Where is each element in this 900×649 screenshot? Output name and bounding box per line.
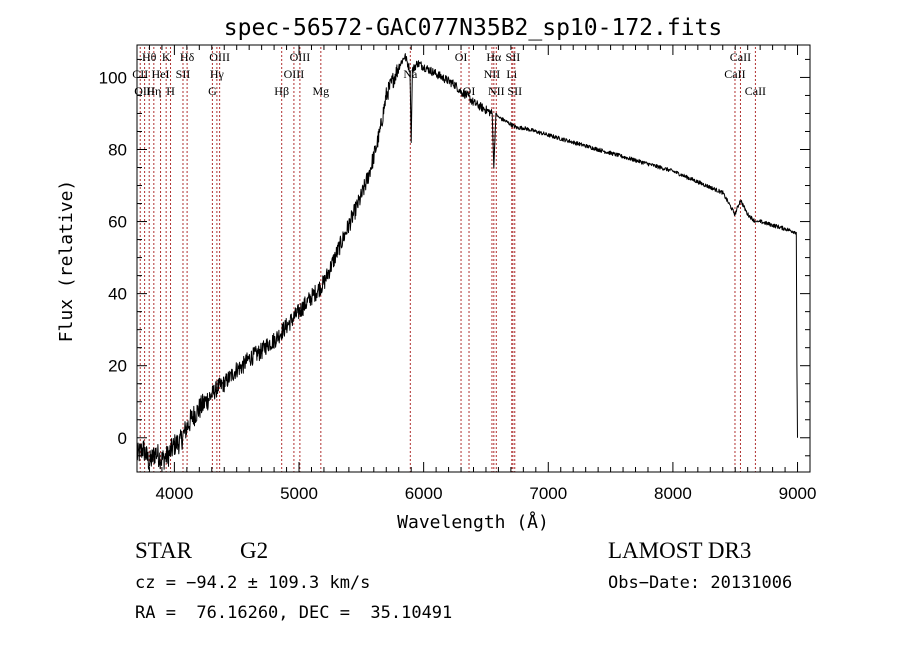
y-tick-label: 40	[108, 285, 127, 304]
line-marker-label: OIII	[290, 50, 311, 64]
y-axis-label: Flux (relative)	[56, 180, 77, 343]
line-marker-label: Hη	[146, 84, 161, 98]
line-marker-label: OI	[455, 50, 468, 64]
line-marker-label: G	[208, 84, 217, 98]
line-marker-label: CII	[132, 67, 148, 81]
line-marker-label: HeI	[152, 67, 170, 81]
line-marker-label: NII	[488, 84, 505, 98]
plot-frame	[136, 44, 811, 473]
line-marker-label: OIII	[284, 67, 305, 81]
line-marker-label: OIII	[209, 50, 230, 64]
line-marker-label: OIII	[134, 84, 155, 98]
y-tick-label: 60	[108, 213, 127, 232]
line-marker-label: NII	[484, 67, 501, 81]
y-axis-ticks: 0 20 40 60 80 100	[99, 58, 810, 457]
spectrum-line	[136, 53, 798, 470]
line-marker-label: K	[162, 50, 171, 64]
line-marker-label: SII	[506, 50, 521, 64]
sky-coordinates: RA = 76.16260, DEC = 35.10491	[135, 603, 453, 623]
line-marker-label: Hγ	[210, 67, 225, 81]
chart-title: spec-56572-GAC077N35B2_sp10-172.fits	[224, 15, 723, 41]
line-markers	[139, 47, 756, 472]
line-marker-label: CaII	[745, 84, 766, 98]
line-marker-label: SII	[507, 84, 522, 98]
object-type: STAR	[135, 538, 192, 563]
y-tick-label: 20	[108, 357, 127, 376]
x-tick-label: 6000	[405, 484, 443, 503]
x-tick-label: 8000	[654, 484, 692, 503]
line-marker-label: Hβ	[274, 84, 289, 98]
x-tick-label: 5000	[280, 484, 318, 503]
line-marker-label: Li	[506, 67, 517, 81]
line-marker-label: CaII	[724, 67, 745, 81]
y-tick-label: 80	[108, 140, 127, 159]
line-marker-label: Hδ	[180, 50, 195, 64]
line-marker-label: Hθ	[142, 50, 157, 64]
redshift-velocity: cz = −94.2 ± 109.3 km/s	[135, 573, 371, 593]
spectral-subclass: G2	[240, 538, 269, 563]
y-tick-label: 100	[99, 68, 127, 87]
survey-name: LAMOST DR3	[608, 538, 752, 563]
line-marker-label: CaII	[730, 50, 751, 64]
line-marker-label: SII	[176, 67, 191, 81]
x-tick-label: 4000	[155, 484, 193, 503]
x-tick-label: 9000	[779, 484, 817, 503]
x-tick-label: 7000	[529, 484, 567, 503]
x-axis-label: Wavelength (Å)	[397, 511, 549, 533]
observation-date: Obs−Date: 20131006	[608, 573, 793, 593]
line-marker-label: Mg	[312, 84, 329, 98]
y-tick-label: 0	[118, 429, 127, 448]
x-axis-ticks: 4000 5000 6000 7000 8000 9000	[136, 45, 817, 503]
line-marker-label: Hα	[486, 50, 502, 64]
line-marker-label: H	[166, 84, 175, 98]
